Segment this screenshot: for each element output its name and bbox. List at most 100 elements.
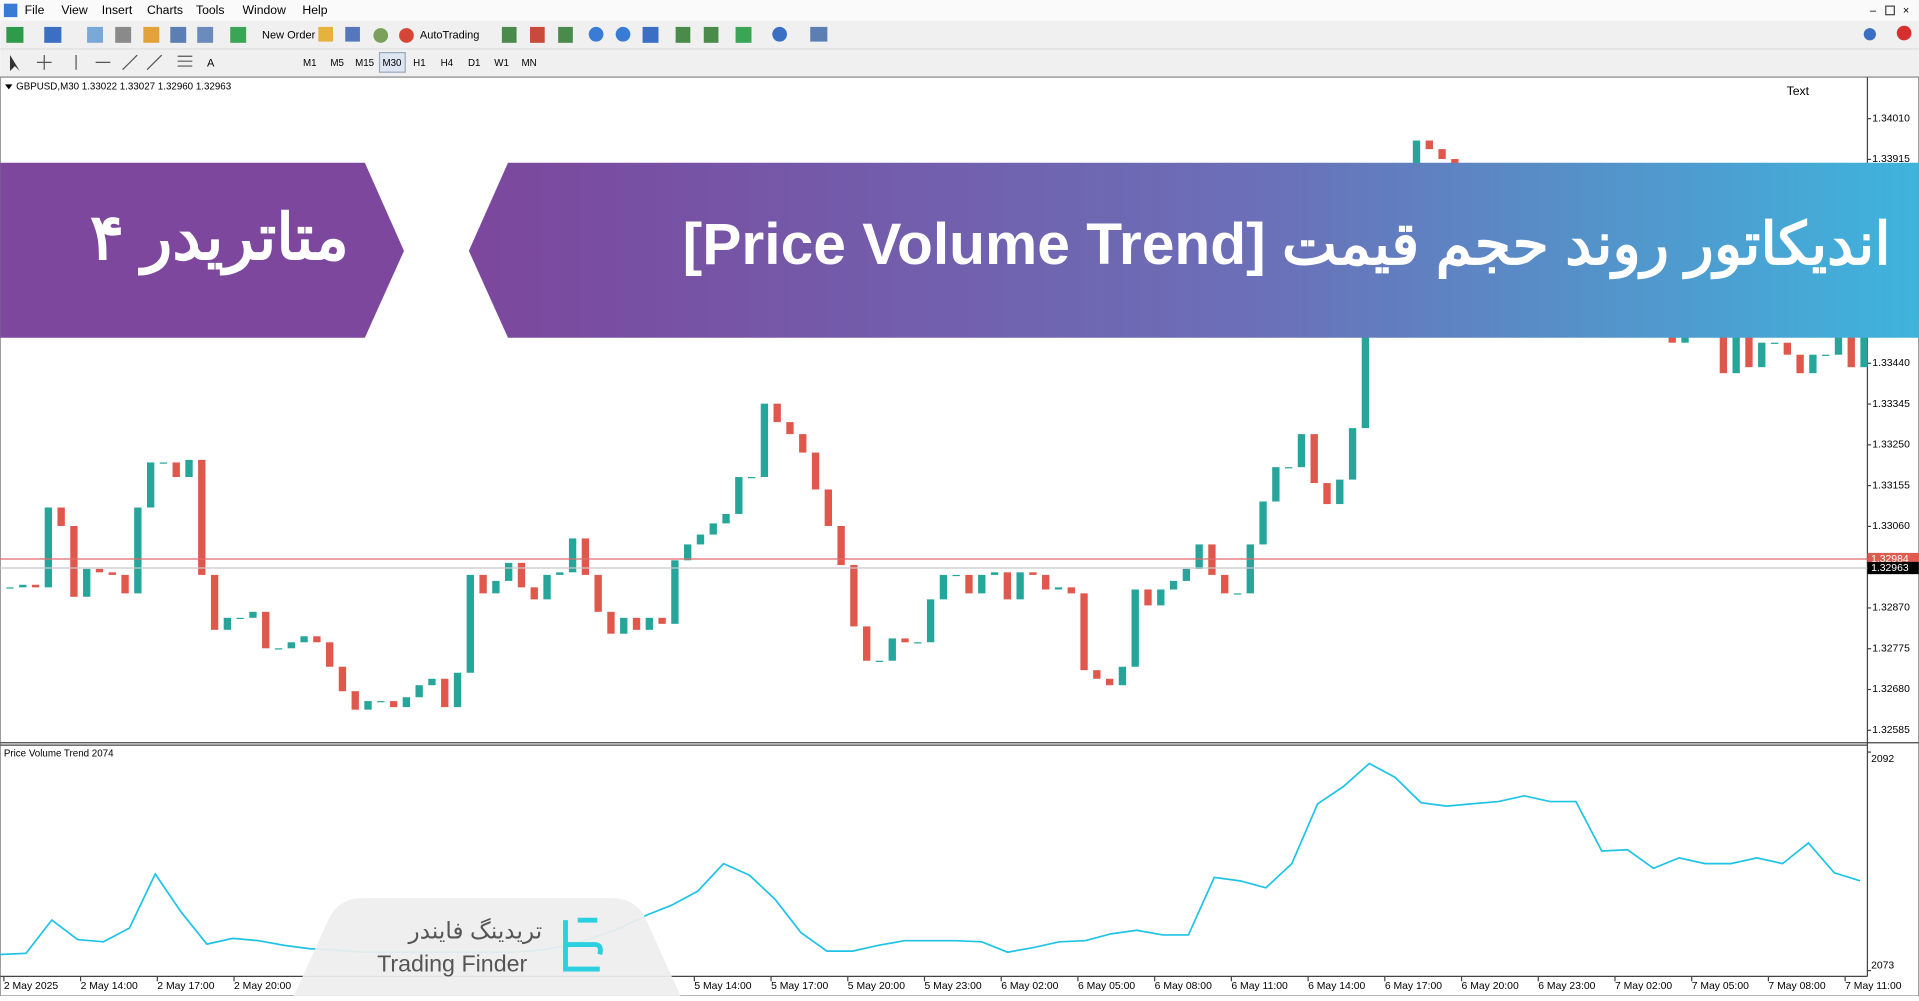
icon[interactable] <box>772 26 787 42</box>
candle-body <box>1834 336 1843 355</box>
y-tick-label: 2092 <box>1871 754 1894 765</box>
icon[interactable] <box>115 26 132 43</box>
candle-body <box>735 477 743 514</box>
icon[interactable] <box>588 26 604 42</box>
toolbar-button[interactable]: New Order <box>262 29 316 41</box>
candle-body <box>83 568 91 597</box>
candle-body <box>121 574 129 594</box>
candle-body <box>1348 428 1357 480</box>
candle-body <box>1822 354 1830 356</box>
timeframe-button[interactable]: M30 <box>383 58 403 69</box>
candle-body <box>1054 587 1063 590</box>
icon[interactable] <box>703 26 719 43</box>
timeframe-button[interactable]: M15 <box>355 58 375 69</box>
candle-body <box>453 672 462 708</box>
timeframe-button[interactable]: M5 <box>330 58 344 69</box>
x-tick-label: 6 May 02:00 <box>1001 981 1058 992</box>
banner-left <box>0 162 404 338</box>
window-restore[interactable] <box>1885 5 1895 16</box>
window-close[interactable]: × <box>1903 5 1909 17</box>
menu-item[interactable]: View <box>61 3 87 17</box>
line-tools[interactable] <box>75 54 138 71</box>
candle-body <box>159 462 168 464</box>
candle-body <box>1195 544 1203 569</box>
candle-body <box>978 574 986 594</box>
ask-label: 1.32984 <box>1871 554 1909 565</box>
timeframe-button[interactable]: M1 <box>303 58 317 69</box>
candle-body <box>1284 467 1293 469</box>
candle-body <box>926 599 935 643</box>
candle-body <box>1847 336 1855 368</box>
icon[interactable] <box>530 26 545 43</box>
candle-body <box>581 538 590 575</box>
icon[interactable] <box>399 28 414 43</box>
icon[interactable] <box>615 26 631 42</box>
candle-body <box>134 507 142 594</box>
search-icon[interactable] <box>1863 28 1876 41</box>
icon[interactable] <box>642 26 659 43</box>
icon[interactable] <box>44 26 62 43</box>
icon[interactable] <box>230 26 247 43</box>
timeframe-button[interactable]: D1 <box>468 58 480 69</box>
menu-item[interactable]: Tools <box>196 3 225 17</box>
cursor-tool[interactable] <box>9 55 20 71</box>
menu-item[interactable]: Insert <box>102 3 133 17</box>
icon[interactable] <box>373 28 389 43</box>
timeframe-button[interactable]: H4 <box>441 58 454 69</box>
candle-body <box>1719 318 1728 374</box>
candle-body <box>1425 140 1433 150</box>
crosshair-tool[interactable] <box>36 55 52 70</box>
candle-body <box>262 611 270 649</box>
candle-body <box>1157 589 1165 606</box>
candle-body <box>850 565 858 627</box>
menu-item[interactable]: Charts <box>147 3 183 17</box>
icon[interactable] <box>810 26 828 42</box>
timeframe-button[interactable]: MN <box>521 58 536 69</box>
icon[interactable] <box>170 26 187 43</box>
candle-body <box>1144 589 1152 606</box>
candle-body <box>492 580 500 594</box>
bid-label: 1.32963 <box>1871 563 1909 574</box>
icon[interactable] <box>558 26 573 43</box>
candle-body <box>620 617 628 634</box>
x-tick-label: 2 May 20:00 <box>234 981 291 992</box>
timeframe-button[interactable]: H1 <box>413 58 425 69</box>
candle-body <box>1105 678 1114 686</box>
candle-body <box>888 638 896 661</box>
x-tick-label: 2 May 17:00 <box>157 981 214 992</box>
candle-body <box>1809 354 1817 374</box>
text-tool[interactable]: A <box>207 58 215 70</box>
icon[interactable] <box>143 26 160 43</box>
icon[interactable] <box>501 26 517 43</box>
y-tick-label: 1.33345 <box>1872 399 1910 410</box>
candle-body <box>1438 149 1446 159</box>
candle-body <box>1272 467 1280 502</box>
candle-body <box>1297 434 1306 468</box>
y-tick-label: 1.34010 <box>1872 113 1910 124</box>
notification-icon[interactable] <box>1896 25 1912 41</box>
menu-item[interactable]: Help <box>302 3 327 17</box>
candle-body <box>709 523 717 535</box>
menu-item[interactable]: Window <box>242 3 286 17</box>
icon[interactable] <box>345 26 360 42</box>
candle-body <box>607 611 615 634</box>
icon[interactable] <box>87 26 103 43</box>
bid-label-box <box>1867 561 1919 575</box>
x-tick-label: 6 May 14:00 <box>1308 981 1365 992</box>
menu-item[interactable]: File <box>25 3 45 17</box>
chart-menu-arrow[interactable] <box>5 84 13 90</box>
window-min[interactable]: – <box>1870 5 1877 17</box>
ask-label-box <box>1867 552 1919 564</box>
icon[interactable] <box>6 26 24 43</box>
drawing-tools[interactable] <box>146 54 193 71</box>
icon[interactable] <box>675 26 691 43</box>
icon[interactable] <box>735 26 752 43</box>
chart-header: GBPUSD,M30 1.33022 1.33027 1.32960 1.329… <box>16 81 231 92</box>
icon[interactable] <box>197 26 214 43</box>
timeframe-button[interactable]: W1 <box>494 58 509 69</box>
banner-right <box>468 162 1919 338</box>
candle-body <box>1029 572 1037 575</box>
toolbar-button[interactable]: AutoTrading <box>420 29 480 41</box>
icon[interactable] <box>318 26 334 42</box>
